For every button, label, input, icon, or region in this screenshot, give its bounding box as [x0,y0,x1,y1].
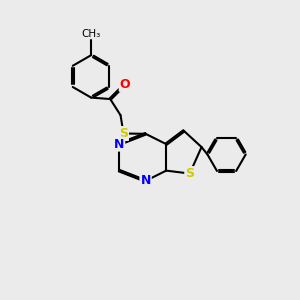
Text: S: S [185,167,194,180]
Text: N: N [140,174,151,188]
Text: CH₃: CH₃ [82,29,101,39]
Text: O: O [120,78,130,91]
Text: N: N [114,138,124,151]
Text: S: S [119,127,128,140]
